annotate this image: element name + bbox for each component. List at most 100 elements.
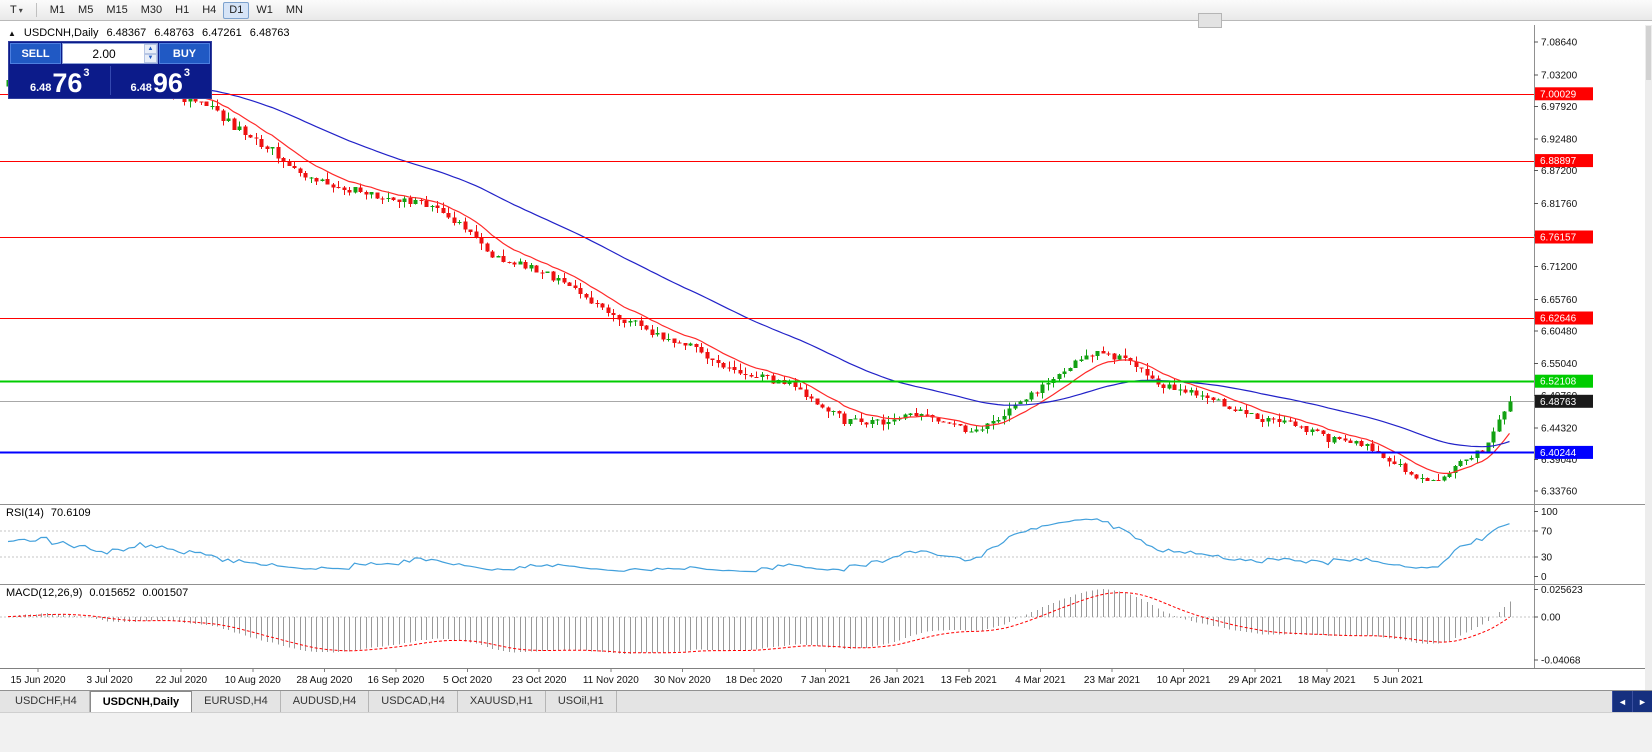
volume-decrease-button[interactable]: ▼: [144, 53, 157, 63]
ohlc-close: 6.48763: [249, 27, 290, 39]
volume-increase-button[interactable]: ▲: [144, 44, 157, 54]
svg-text:30 Nov 2020: 30 Nov 2020: [654, 675, 711, 686]
rsi-axis[interactable]: 100 70 30 0: [1534, 507, 1558, 583]
svg-text:16 Sep 2020: 16 Sep 2020: [368, 675, 425, 686]
svg-text:4 Mar 2021: 4 Mar 2021: [1015, 675, 1066, 686]
horizontal-level-lines[interactable]: [0, 94, 1534, 454]
current-price-label: [1535, 394, 1593, 408]
svg-text:26 Jan 2021: 26 Jan 2021: [870, 675, 925, 686]
timeframe-toolbar: M1 M5 M15 M30 H1 H4 D1 W1 MN: [44, 1, 309, 19]
macd-signal-value: 0.001507: [142, 587, 189, 599]
svg-text:0.00: 0.00: [1541, 612, 1561, 623]
scrollbar-handle[interactable]: [1646, 26, 1651, 80]
timeframe-button-m15[interactable]: M15: [100, 2, 133, 19]
volume-field: ▲ ▼: [62, 43, 158, 64]
ma-fast-line: [7, 77, 1510, 474]
timeframe-button-h4[interactable]: H4: [196, 2, 222, 19]
svg-text:0: 0: [1541, 572, 1547, 583]
svg-text:3 Jul 2020: 3 Jul 2020: [87, 675, 134, 686]
svg-text:18 May 2021: 18 May 2021: [1298, 675, 1356, 686]
svg-text:7.08640: 7.08640: [1541, 38, 1578, 49]
svg-text:0.025623: 0.025623: [1541, 585, 1583, 596]
macd-axis[interactable]: 0.025623 0.00 -0.04068: [1534, 585, 1583, 667]
vertical-scrollbar[interactable]: [1645, 25, 1652, 690]
tab-scroll-left-icon[interactable]: ◄: [1612, 691, 1632, 713]
tab-usoil-h1[interactable]: USOil,H1: [545, 691, 617, 712]
chart-tabs: USDCHF,H4 USDCNH,Daily EURUSD,H4 AUDUSD,H4 U…: [0, 691, 617, 712]
svg-text:10 Apr 2021: 10 Apr 2021: [1157, 675, 1211, 686]
svg-text:6.55040: 6.55040: [1541, 359, 1578, 370]
svg-text:7 Jan 2021: 7 Jan 2021: [801, 675, 851, 686]
buy-button[interactable]: BUY: [159, 43, 210, 64]
svg-text:6.40244: 6.40244: [1540, 448, 1577, 459]
svg-text:11 Nov 2020: 11 Nov 2020: [583, 675, 639, 686]
status-bar: [0, 712, 1652, 752]
chevron-down-icon: ▾: [18, 5, 23, 15]
trade-panel-divider: [109, 66, 111, 95]
candles-series: [6, 67, 1513, 483]
volume-spinner: ▲ ▼: [144, 44, 157, 63]
macd-indicator-label: MACD(12,26,9) 0.015652 0.001507: [6, 587, 188, 599]
price-axis[interactable]: 7.08640 7.03200 6.97920 6.92480 6.87200 6.817…: [1534, 38, 1578, 498]
svg-text:28 Aug 2020: 28 Aug 2020: [296, 675, 353, 686]
sell-price-display[interactable]: 6.48 76 3: [10, 64, 110, 97]
buy-price-display[interactable]: 6.48 96 3: [111, 64, 211, 97]
chart-ohlc-header: ▲ USDCNH,Daily 6.48367 6.48763 6.47261 6…: [8, 27, 290, 39]
text-tool-label: T: [10, 4, 17, 16]
timeframe-button-mn[interactable]: MN: [280, 2, 309, 19]
svg-text:5 Oct 2020: 5 Oct 2020: [443, 675, 492, 686]
timeframe-button-m30[interactable]: M30: [135, 2, 168, 19]
svg-text:6.81760: 6.81760: [1541, 199, 1578, 210]
toolbar-separator: [35, 3, 37, 17]
svg-text:6.76157: 6.76157: [1540, 233, 1577, 244]
svg-text:6.62646: 6.62646: [1540, 314, 1577, 325]
svg-text:18 Dec 2020: 18 Dec 2020: [726, 675, 783, 686]
chart-symbol-title: USDCNH,Daily: [23, 27, 99, 39]
svg-text:13 Feb 2021: 13 Feb 2021: [941, 675, 998, 686]
timeframe-button-m5[interactable]: M5: [72, 2, 99, 19]
macd-histogram: [8, 589, 1511, 655]
top-toolbar: T ▾ M1 M5 M15 M30 H1 H4 D1 W1 MN: [0, 0, 1652, 21]
toolbar-overflow-button[interactable]: [1198, 13, 1222, 28]
tab-audusd-h4[interactable]: AUDUSD,H4: [280, 691, 370, 712]
text-tool-button[interactable]: T ▾: [4, 2, 29, 19]
svg-text:70: 70: [1541, 527, 1553, 538]
sell-price-pips: 76: [52, 68, 83, 98]
rsi-line: [7, 518, 1510, 573]
tab-usdchf-h4[interactable]: USDCHF,H4: [3, 691, 90, 712]
svg-text:6.71200: 6.71200: [1541, 262, 1578, 273]
timeframe-button-d1[interactable]: D1: [223, 1, 250, 19]
svg-text:23 Oct 2020: 23 Oct 2020: [512, 675, 567, 686]
ohlc-open: 6.48367: [106, 27, 147, 39]
tab-xauusd-h1[interactable]: XAUUSD,H1: [457, 691, 546, 712]
svg-text:6.48763: 6.48763: [1540, 397, 1577, 408]
collapse-panel-icon[interactable]: ▲: [8, 28, 16, 38]
macd-signal-line: [7, 592, 1510, 654]
rsi-indicator-label: RSI(14) 70.6109: [6, 507, 91, 519]
bottom-tab-bar: USDCHF,H4 USDCNH,Daily EURUSD,H4 AUDUSD,H4 U…: [0, 690, 1652, 713]
tab-usdcnh-daily[interactable]: USDCNH,Daily: [89, 691, 193, 712]
sell-price-point: 3: [83, 67, 90, 79]
ma-slow-line: [7, 80, 1510, 448]
svg-text:7.03200: 7.03200: [1541, 70, 1578, 81]
tab-usdcad-h4[interactable]: USDCAD,H4: [369, 691, 458, 712]
svg-text:6.52108: 6.52108: [1540, 377, 1577, 388]
volume-input[interactable]: [63, 44, 157, 63]
rsi-name: RSI(14): [6, 507, 44, 519]
svg-text:22 Jul 2020: 22 Jul 2020: [155, 675, 207, 686]
tab-eurusd-h4[interactable]: EURUSD,H4: [192, 691, 281, 712]
timeframe-button-w1[interactable]: W1: [250, 2, 279, 19]
svg-text:100: 100: [1541, 507, 1558, 518]
svg-text:6.92480: 6.92480: [1541, 135, 1578, 146]
chart-canvas[interactable]: 7.08640 7.03200 6.97920 6.92480 6.87200 6.817…: [0, 25, 1652, 690]
svg-text:6.88897: 6.88897: [1540, 156, 1577, 167]
tab-scroll-right-icon[interactable]: ►: [1632, 691, 1652, 713]
svg-text:6.60480: 6.60480: [1541, 327, 1578, 338]
macd-value: 0.015652: [89, 587, 136, 599]
time-axis[interactable]: 15 Jun 2020 3 Jul 2020 22 Jul 2020 10 Aug 2…: [10, 668, 1424, 686]
timeframe-button-m1[interactable]: M1: [44, 2, 71, 19]
svg-text:15 Jun 2020: 15 Jun 2020: [10, 675, 65, 686]
timeframe-button-h1[interactable]: H1: [169, 2, 195, 19]
sell-button[interactable]: SELL: [10, 43, 61, 64]
